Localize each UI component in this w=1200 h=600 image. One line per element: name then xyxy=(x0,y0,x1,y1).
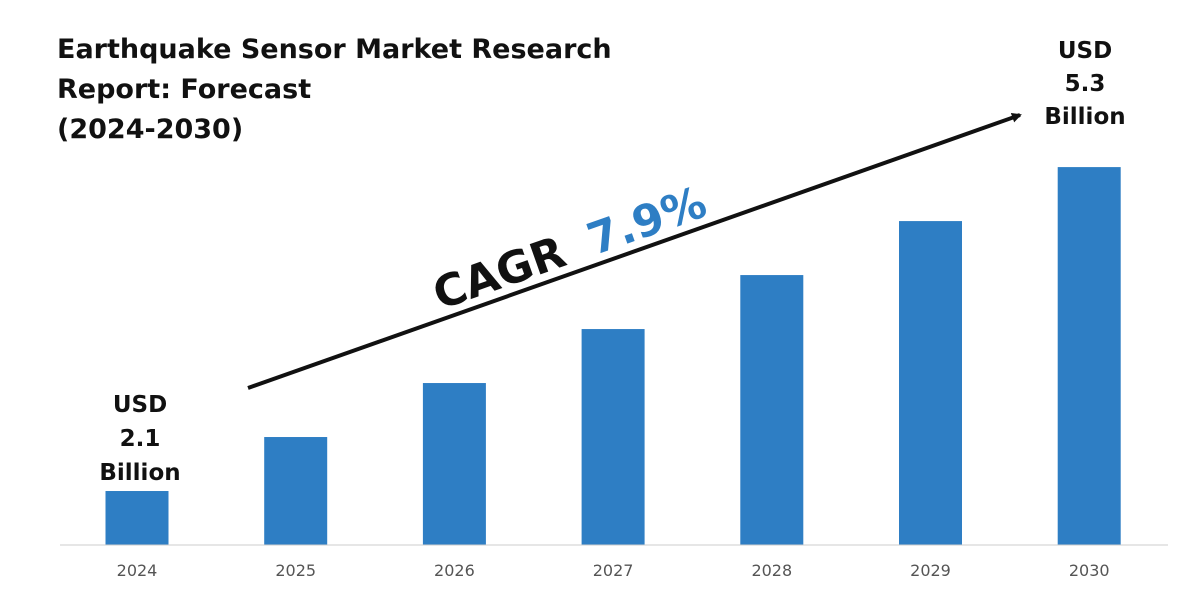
end-value-annotation: USD 5.3 Billion xyxy=(1044,38,1125,130)
x-tick-label-2028: 2028 xyxy=(751,561,792,580)
x-axis-ticks: 2024 2025 2026 2027 2028 2029 2030 xyxy=(117,561,1110,580)
bar-2026 xyxy=(422,383,486,545)
bar-2030 xyxy=(1057,167,1121,546)
end-annotation-line-2: 5.3 xyxy=(1065,71,1106,97)
x-tick-label-2027: 2027 xyxy=(593,561,634,580)
x-tick-label-2030: 2030 xyxy=(1069,561,1110,580)
start-annotation-line-2: 2.1 xyxy=(120,426,161,452)
bar-2029 xyxy=(899,221,962,545)
x-tick-label-2025: 2025 xyxy=(275,561,316,580)
title-line-3: (2024-2030) xyxy=(57,114,243,145)
x-tick-label-2026: 2026 xyxy=(434,561,475,580)
title-line-1: Earthquake Sensor Market Research xyxy=(57,34,612,65)
cagr-prefix: CAGR xyxy=(427,227,573,321)
bar-series xyxy=(105,167,1121,546)
chart-title: Earthquake Sensor Market Research Report… xyxy=(57,34,612,145)
end-annotation-line-3: Billion xyxy=(1044,104,1125,130)
cagr-value: 7.9% xyxy=(581,177,713,266)
bar-2025 xyxy=(264,437,328,545)
x-tick-label-2029: 2029 xyxy=(910,561,951,580)
bar-2024 xyxy=(105,491,169,545)
cagr-label: CAGR 7.9% xyxy=(427,177,713,320)
bar-2028 xyxy=(740,275,804,545)
x-tick-label-2024: 2024 xyxy=(117,561,158,580)
start-value-annotation: USD 2.1 Billion xyxy=(99,392,180,486)
end-annotation-line-1: USD xyxy=(1058,38,1112,64)
start-annotation-line-3: Billion xyxy=(99,460,180,486)
bar-2027 xyxy=(581,329,645,545)
title-line-2: Report: Forecast xyxy=(57,74,311,105)
start-annotation-line-1: USD xyxy=(113,392,167,418)
growth-arrow xyxy=(247,112,1022,390)
